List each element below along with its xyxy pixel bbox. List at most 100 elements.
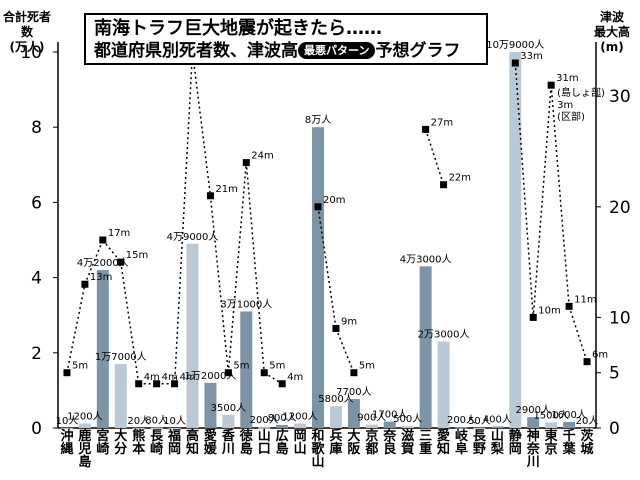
right-axis-tick-label: 20: [609, 198, 631, 218]
death-label: 50人: [468, 415, 491, 427]
death-bar: [581, 427, 594, 430]
death-bar: [114, 364, 127, 428]
tsunami-marker: [422, 125, 430, 133]
tsunami-label: 17m: [108, 228, 130, 239]
right-axis-title: 津波 最大高(m): [584, 10, 640, 55]
death-label: 3500人: [211, 402, 246, 414]
death-label: 80人: [145, 415, 168, 427]
chart-title-prefix: 都道府県別死者数、津波高: [94, 41, 298, 61]
category-label: 兵庫: [329, 428, 342, 457]
tsunami-marker: [242, 159, 250, 167]
death-bar: [329, 406, 342, 428]
death-bar: [509, 52, 522, 428]
tsunami-label: 13m: [90, 272, 112, 283]
category-label: 滋賀: [400, 428, 414, 457]
tsunami-line-segment: [173, 51, 194, 384]
right-axis-title-line1: 津波: [599, 10, 624, 24]
death-label: 8万人: [305, 114, 331, 126]
category-label: 東京: [545, 428, 558, 457]
death-bar: [563, 421, 576, 428]
left-axis-tick-label: 10: [20, 43, 42, 63]
tsunami-marker: [117, 258, 125, 266]
death-label: 4万9000人: [167, 231, 219, 243]
category-label: 静岡: [509, 428, 522, 457]
tsunami-label: 9m: [341, 316, 357, 327]
death-bar: [437, 341, 450, 428]
tsunami-line-segment: [568, 306, 588, 362]
death-bar: [78, 423, 91, 428]
chart-title-box: 南海トラフ巨大地震が起きたら…… 都道府県別死者数、津波高 最悪パターン 予想グラフ: [84, 13, 488, 65]
tsunami-label: 33m: [520, 51, 542, 62]
tsunami-label: 6m: [592, 350, 608, 361]
left-axis-title-line2: (万人): [9, 40, 45, 54]
category-label: 岐阜: [455, 428, 469, 457]
death-bar: [150, 427, 163, 430]
category-label: 千葉: [562, 428, 577, 457]
tsunami-line-segment: [550, 85, 570, 307]
tsunami-marker: [350, 369, 358, 377]
category-label: 大阪: [347, 428, 361, 457]
category-label: 山梨: [490, 428, 505, 457]
tsunami-line-segment: [263, 372, 283, 385]
tsunami-line-segment: [424, 129, 445, 185]
category-label: 高知: [186, 428, 199, 457]
death-bar: [168, 427, 181, 430]
death-bar: [545, 422, 558, 428]
left-axis-tick-label: 0: [31, 419, 42, 439]
tsunami-label: 21m: [215, 184, 237, 195]
tsunami-annotation: 3m: [557, 100, 573, 111]
death-label: 1700人: [372, 409, 407, 421]
death-label: 3万1000人: [220, 298, 272, 310]
death-label: 2万3000人: [418, 329, 470, 341]
tsunami-marker: [440, 181, 448, 189]
tsunami-label: 27m: [431, 117, 453, 128]
category-label: 茨城: [581, 428, 595, 457]
category-label: 徳島: [239, 428, 253, 457]
death-bar: [240, 311, 253, 428]
tsunami-marker: [206, 192, 214, 200]
death-bar: [347, 399, 360, 428]
tsunami-line-segment: [191, 51, 212, 196]
left-axis-tick-label: 6: [31, 193, 42, 213]
death-label: 1万7000人: [95, 351, 147, 363]
category-label: 大分: [114, 428, 127, 457]
category-label: 宮崎: [96, 428, 109, 457]
right-axis-tick-label: 0: [609, 419, 620, 439]
tsunami-label: 11m: [574, 294, 596, 305]
death-label: 200人: [250, 414, 279, 426]
tsunami-label: 24m: [251, 151, 273, 162]
tsunami-marker: [314, 203, 322, 211]
death-label: 20人: [127, 415, 150, 427]
death-label: 500人: [393, 413, 422, 425]
death-label: 1200人: [67, 410, 102, 422]
tsunami-line-segment: [66, 284, 86, 373]
tsunami-label: 5m: [233, 361, 249, 372]
tsunami-label: 5m: [269, 361, 285, 372]
death-bar: [204, 382, 217, 428]
tsunami-marker: [224, 369, 232, 377]
death-label: 10万9000人: [486, 39, 544, 51]
left-axis-tick-label: 8: [31, 118, 42, 138]
tsunami-label: 5m: [359, 361, 375, 372]
tsunami-marker: [81, 280, 89, 288]
left-axis-title-line1: 合計死者数: [2, 10, 51, 39]
death-bar: [276, 424, 289, 428]
death-label: 200人: [447, 414, 476, 426]
death-label: 10人: [56, 415, 79, 427]
tsunami-marker: [63, 369, 71, 377]
death-label: 1200人: [282, 410, 317, 422]
tsunami-marker: [565, 302, 573, 310]
death-bar: [455, 427, 468, 429]
death-bar: [365, 424, 378, 428]
death-label: 4万2000人: [77, 257, 129, 269]
tsunami-label: 4m: [144, 372, 160, 383]
left-axis-title: 合計死者数 (万人): [2, 10, 52, 55]
right-axis-tick-label: 30: [609, 87, 631, 107]
death-label: 900人: [357, 412, 386, 424]
tsunami-line-segment: [335, 328, 355, 373]
tsunami-marker: [547, 81, 555, 89]
category-label: 三重: [419, 429, 432, 457]
category-label: 和歌山: [312, 428, 326, 470]
category-label: 鹿児島: [77, 428, 91, 470]
death-bar: [186, 243, 199, 428]
